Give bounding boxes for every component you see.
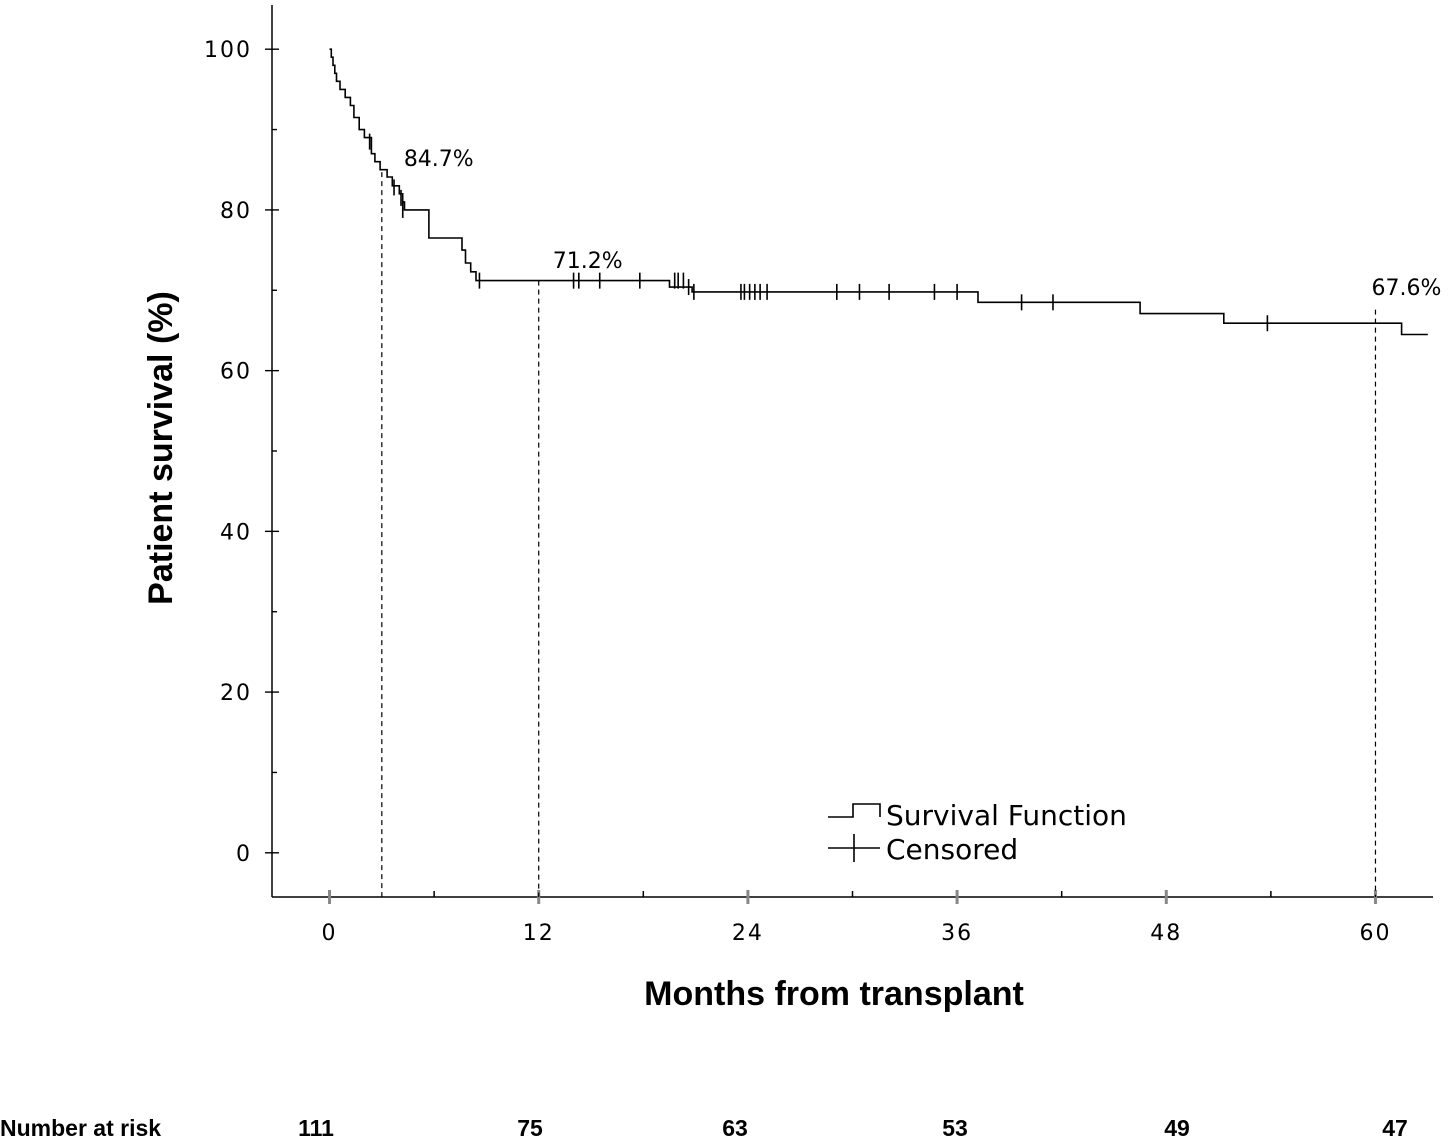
legend-survival-label: Survival Function [886, 799, 1127, 832]
x-tick-label: 36 [941, 921, 973, 946]
x-tick-label: 24 [732, 921, 764, 946]
legend-censored-swatch [828, 834, 880, 862]
axes: 0 20 40 60 80 100 0 12 24 36 48 60 [204, 5, 1433, 946]
number-at-risk-value: 75 [517, 1115, 543, 1141]
y-tick-label: 100 [204, 38, 252, 63]
survival-percent-annotation: 71.2% [553, 249, 623, 274]
reference-lines [381, 172, 1377, 897]
x-axis-title: Months from transplant [644, 975, 1024, 1013]
legend-survival-swatch [828, 803, 881, 818]
number-at-risk-table: Number at risk 111 75 63 53 49 47 [0, 1115, 1408, 1141]
x-tick-label: 48 [1150, 921, 1182, 946]
y-tick-label: 40 [220, 520, 252, 545]
legend-censored-label: Censored [886, 833, 1018, 866]
y-tick-label: 20 [220, 681, 252, 706]
survival-percent-annotation: 67.6% [1371, 276, 1441, 301]
y-tick-label: 60 [220, 360, 252, 385]
x-tick-label: 60 [1359, 921, 1391, 946]
x-tick-label: 12 [523, 921, 555, 946]
number-at-risk-value: 63 [722, 1115, 748, 1141]
survival-function-line [329, 48, 1428, 336]
number-at-risk-label: Number at risk [0, 1115, 161, 1141]
y-tick-label: 80 [220, 199, 252, 224]
censor-marks [368, 133, 1269, 332]
y-tick-label: 0 [236, 842, 252, 867]
survival-percent-annotation: 84.7% [404, 147, 474, 172]
number-at-risk-value: 53 [942, 1115, 968, 1141]
survival-curve-layer [329, 48, 1428, 336]
number-at-risk-value: 111 [298, 1115, 334, 1141]
survival-annotations: 84.7% 71.2% 67.6% [404, 147, 1442, 301]
y-axis-title: Patient survival (%) [142, 291, 180, 605]
number-at-risk-value: 47 [1382, 1115, 1408, 1141]
x-tick-label: 0 [322, 921, 338, 946]
number-at-risk-value: 49 [1164, 1115, 1190, 1141]
legend: Survival Function Censored [828, 799, 1127, 866]
